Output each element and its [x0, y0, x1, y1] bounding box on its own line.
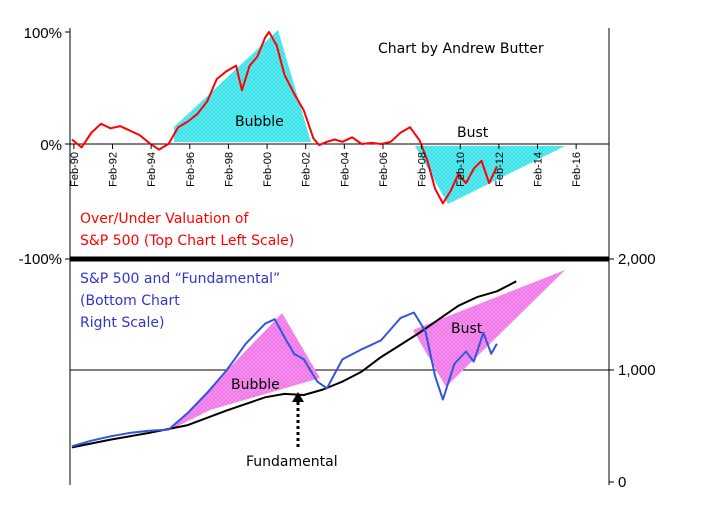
- x-tick-label: Feb-16: [571, 152, 583, 187]
- bottom-bust-area: [413, 270, 565, 387]
- fundamental-series-line: [71, 280, 517, 449]
- x-tick-label: Feb-00: [262, 152, 274, 187]
- x-tick-layer: Feb-90 Feb-92 Feb-94 Feb-96 Feb-98 Feb-00 Feb-…: [69, 144, 583, 187]
- chart-credit: Chart by Andrew Butter: [378, 41, 544, 57]
- top-bust-area: [415, 146, 565, 204]
- x-tick-label: Feb-14: [533, 152, 545, 187]
- top-caption-line-2: S&P 500 (Top Chart Left Scale): [80, 233, 294, 249]
- bottom-caption-line-2: (Bottom Chart: [80, 293, 180, 309]
- bottom-bubble-label: Bubble: [231, 377, 280, 393]
- y2-tick-label: 0: [618, 474, 626, 491]
- y2-tick-label: 1,000: [618, 362, 656, 379]
- sp500-series-line: [71, 311, 498, 448]
- fundamental-label: Fundamental: [246, 454, 338, 470]
- y-tick-label: -100%: [19, 251, 62, 268]
- x-tick-label: Feb-92: [108, 152, 120, 187]
- fundamental-arrow-head: [292, 392, 304, 402]
- top-bust-label: Bust: [457, 125, 489, 141]
- y2-tick-label: 2,000: [618, 251, 656, 268]
- x-tick-label: Feb-98: [223, 152, 235, 187]
- x-tick-label: Feb-12: [494, 152, 506, 187]
- x-tick-label: Feb-94: [146, 152, 158, 187]
- x-tick-label: Feb-96: [185, 152, 197, 187]
- x-tick-label: Feb-02: [301, 152, 313, 187]
- x-tick-label: Feb-04: [339, 152, 351, 187]
- x-tick-label: Feb-08: [417, 152, 429, 187]
- top-caption-line-1: Over/Under Valuation of: [80, 211, 249, 227]
- y-tick-label: 0%: [40, 137, 62, 154]
- x-tick-label: Feb-90: [69, 152, 81, 187]
- top-bubble-label: Bubble: [235, 114, 284, 130]
- bottom-caption-line-3: Right Scale): [80, 315, 164, 331]
- x-tick-label: Feb-10: [455, 152, 467, 187]
- y-tick-label: 100%: [24, 25, 62, 42]
- x-tick-label: Feb-06: [378, 152, 390, 187]
- bottom-bubble-area: [170, 313, 320, 430]
- bottom-caption-line-1: S&P 500 and “Fundamental”: [80, 271, 280, 287]
- bottom-bust-label: Bust: [451, 321, 483, 337]
